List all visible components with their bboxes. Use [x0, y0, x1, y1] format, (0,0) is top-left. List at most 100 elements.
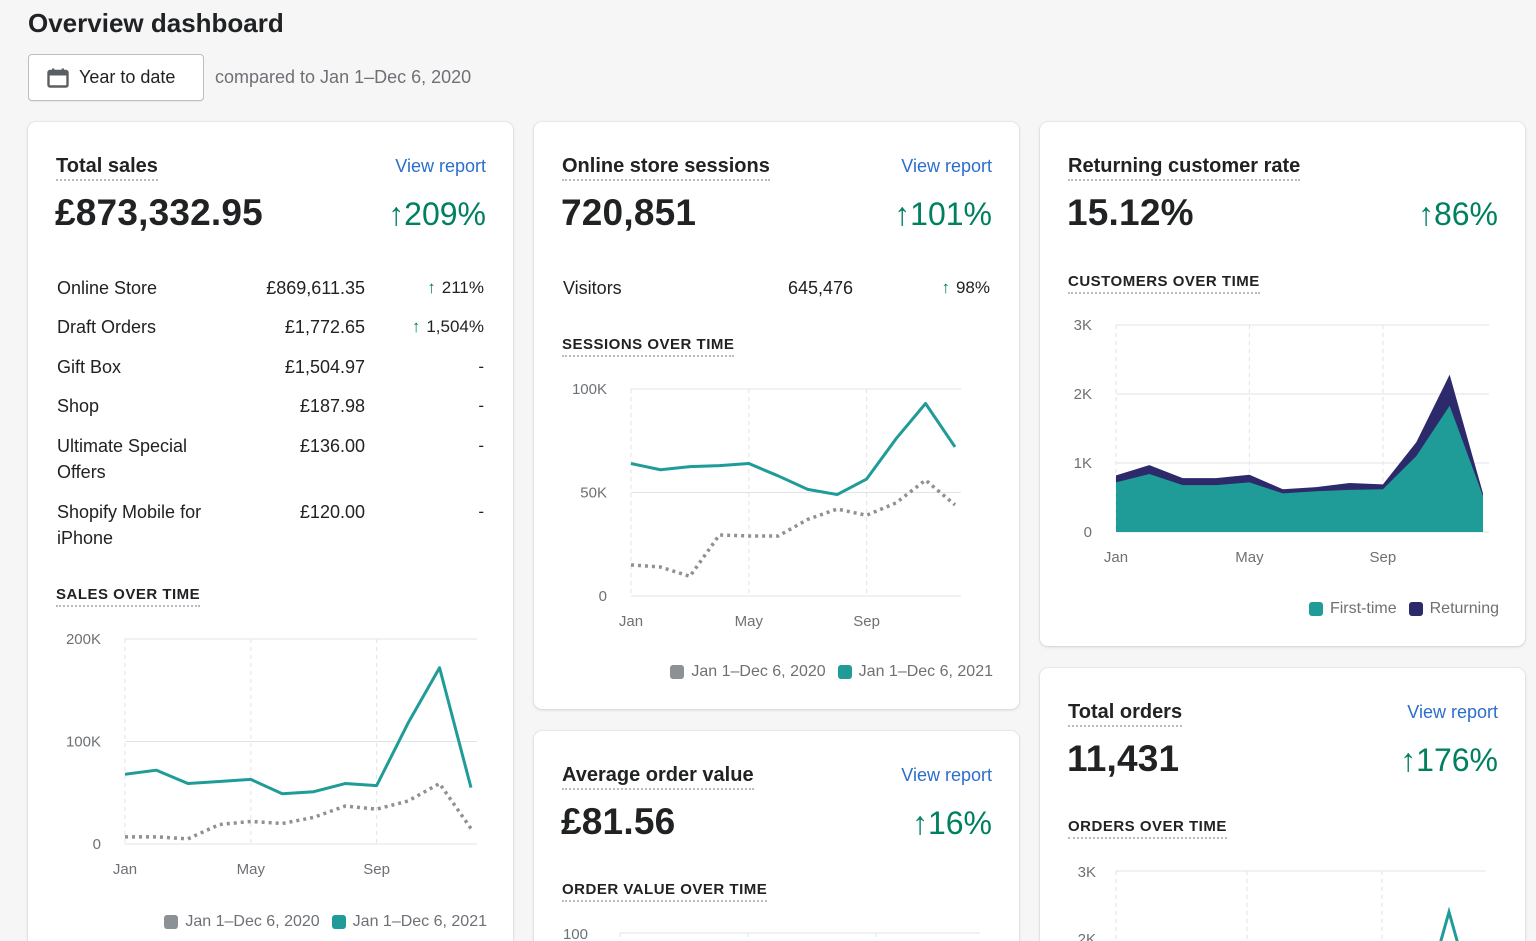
- sales-channel-value: £869,611.35: [266, 278, 365, 298]
- returning-card: Returning customer rate 15.12% ↑86% CUST…: [1040, 122, 1525, 646]
- sales-channel-label: Online Store: [57, 278, 158, 298]
- legend-previous-label: Jan 1–Dec 6, 2020: [185, 913, 320, 930]
- avg-order-value: £81.56: [561, 801, 676, 842]
- sessions-delta: ↑101%: [894, 196, 992, 232]
- legend-returning: Returning: [1408, 600, 1499, 618]
- avg-order-delta: ↑16%: [911, 805, 992, 841]
- sessions-value: 720,851: [561, 192, 697, 233]
- y-tick-label: 2K: [1074, 386, 1092, 403]
- legend-previous-label: Jan 1–Dec 6, 2020: [691, 663, 826, 680]
- orders-view-report-link[interactable]: View report: [1407, 702, 1498, 722]
- x-tick-label: Sep: [363, 861, 390, 878]
- y-tick-label: 2K: [1078, 931, 1096, 941]
- sales-legend: Jan 1–Dec 6, 2020 Jan 1–Dec 6, 2021: [152, 913, 487, 931]
- y-tick-label: 100K: [572, 381, 607, 398]
- avg-order-title[interactable]: Average order value: [562, 763, 754, 790]
- returning-value: 15.12%: [1067, 192, 1194, 233]
- sales-channel-value: £136.00: [299, 436, 365, 456]
- orders-chart-label[interactable]: ORDERS OVER TIME: [1068, 818, 1227, 839]
- legend-previous: Jan 1–Dec 6, 2020: [670, 663, 826, 681]
- sales-channel-delta: ↑ 211%: [427, 278, 484, 297]
- legend-current-label: Jan 1–Dec 6, 2021: [352, 913, 487, 930]
- sales-over-time-chart: 200K 100K 0 Jan May Sep: [66, 631, 477, 878]
- y-tick-label: 3K: [1074, 317, 1092, 334]
- sessions-over-time-chart: 100K 50K 0 Jan May Sep: [572, 381, 961, 630]
- x-tick-label: Jan: [619, 613, 643, 630]
- legend-first-time-label: First-time: [1329, 600, 1397, 617]
- x-tick-label: May: [237, 861, 266, 878]
- page-title: Overview dashboard: [28, 8, 284, 38]
- sales-channel-value: £187.98: [299, 396, 365, 416]
- sales-channel-delta: -: [478, 502, 484, 521]
- order-value-over-time-chart: 100: [563, 926, 980, 941]
- legend-swatch-current: [331, 915, 346, 929]
- sales-channel-value: £120.00: [299, 502, 365, 522]
- total-sales-value: £873,332.95: [55, 192, 263, 233]
- y-tick-label: 100K: [66, 734, 101, 751]
- sessions-chart-label[interactable]: SESSIONS OVER TIME: [562, 336, 735, 357]
- legend-returning-label: Returning: [1429, 600, 1499, 617]
- avg-order-chart-label[interactable]: ORDER VALUE OVER TIME: [562, 881, 768, 902]
- x-tick-label: Sep: [853, 613, 880, 630]
- visitors-delta: ↑ 98%: [941, 278, 990, 297]
- total-sales-card: Total sales View report £873,332.95 ↑209…: [28, 122, 513, 941]
- orders-title[interactable]: Total orders: [1068, 700, 1183, 727]
- series-line-current: [124, 666, 473, 796]
- legend-swatch-previous: [164, 915, 179, 929]
- x-tick-label: Sep: [1370, 549, 1397, 566]
- x-tick-label: May: [1235, 549, 1264, 566]
- sessions-title[interactable]: Online store sessions: [562, 154, 770, 181]
- legend-current-label: Jan 1–Dec 6, 2021: [858, 663, 993, 680]
- y-tick-label: 0: [599, 588, 607, 605]
- legend-swatch-first-time: [1308, 602, 1323, 616]
- date-range-button[interactable]: Year to date: [28, 54, 204, 101]
- customers-legend: First-time Returning: [1297, 600, 1499, 618]
- series-line-previous: [630, 478, 957, 579]
- y-tick-label: 0: [1084, 524, 1092, 541]
- y-tick-label: 100: [563, 926, 588, 941]
- compare-text: compared to Jan 1–Dec 6, 2020: [215, 67, 472, 87]
- y-tick-label: 3K: [1078, 864, 1096, 881]
- y-tick-label: 200K: [66, 631, 101, 648]
- customers-over-time-chart: 3K 2K 1K 0 Jan May Sep: [1074, 317, 1489, 566]
- sales-channel-delta: -: [478, 396, 484, 415]
- sessions-view-report-link[interactable]: View report: [901, 156, 992, 176]
- sales-channel-label: Ultimate Special Offers: [57, 436, 188, 482]
- x-tick-label: Jan: [1104, 549, 1128, 566]
- avg-order-view-report-link[interactable]: View report: [901, 765, 992, 785]
- sales-channel-label: Shopify Mobile for iPhone: [57, 502, 202, 548]
- series-line-current: [630, 401, 957, 497]
- total-sales-delta: ↑209%: [388, 196, 486, 232]
- sessions-card: Online store sessions View report 720,85…: [534, 122, 1019, 709]
- y-tick-label: 50K: [580, 485, 607, 502]
- y-tick-label: 1K: [1074, 455, 1092, 472]
- legend-current: Jan 1–Dec 6, 2021: [837, 663, 993, 681]
- legend-swatch-previous: [670, 665, 685, 679]
- sales-channel-value: £1,772.65: [284, 317, 365, 337]
- x-tick-label: May: [735, 613, 764, 630]
- legend-swatch-current: [837, 665, 852, 679]
- customers-chart-label[interactable]: CUSTOMERS OVER TIME: [1068, 273, 1260, 294]
- visitors-label: Visitors: [563, 278, 622, 298]
- total-sales-view-report-link[interactable]: View report: [395, 156, 486, 176]
- calendar-icon: [47, 68, 69, 88]
- returning-title[interactable]: Returning customer rate: [1068, 154, 1301, 181]
- sales-channel-label: Gift Box: [57, 357, 122, 377]
- sales-chart-label[interactable]: SALES OVER TIME: [56, 586, 201, 607]
- sales-channel-delta: -: [478, 436, 484, 455]
- sales-channel-delta: ↑ 1,504%: [411, 317, 484, 336]
- visitors-value: 645,476: [788, 278, 854, 298]
- series-area-first-time: [1116, 405, 1483, 532]
- date-range-label: Year to date: [79, 67, 176, 87]
- orders-value: 11,431: [1067, 738, 1180, 779]
- legend-first-time: First-time: [1308, 600, 1397, 618]
- sessions-legend: Jan 1–Dec 6, 2020 Jan 1–Dec 6, 2021: [658, 663, 993, 681]
- returning-delta: ↑86%: [1417, 196, 1498, 232]
- total-sales-title[interactable]: Total sales: [56, 154, 158, 181]
- orders-over-time-chart: 3K 2K: [1078, 864, 1486, 941]
- legend-previous: Jan 1–Dec 6, 2020: [164, 913, 320, 931]
- legend-swatch-returning: [1408, 602, 1423, 616]
- orders-card: Total orders View report 11,431 ↑176% OR…: [1040, 668, 1525, 941]
- legend-current: Jan 1–Dec 6, 2021: [331, 913, 487, 931]
- x-tick-label: Jan: [113, 861, 137, 878]
